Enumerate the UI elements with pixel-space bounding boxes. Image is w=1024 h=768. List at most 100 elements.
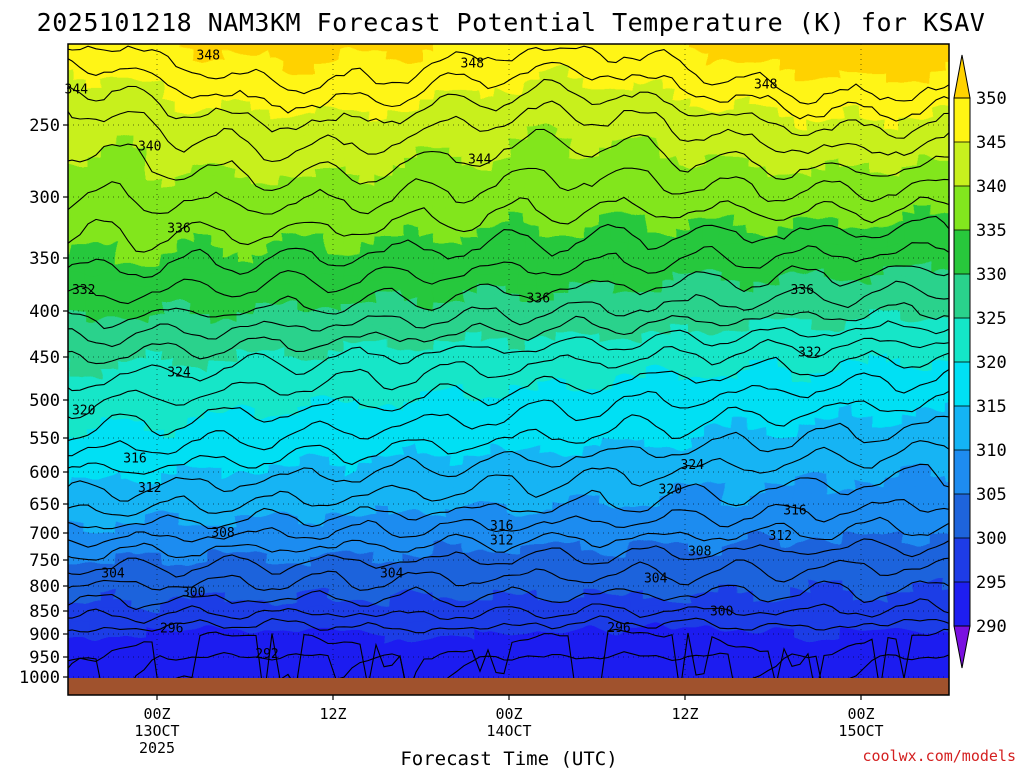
heatmap-cell xyxy=(297,359,314,371)
heatmap-cell xyxy=(719,427,736,438)
heatmap-cell xyxy=(780,70,797,82)
heatmap-cell xyxy=(599,263,616,274)
heatmap-cell xyxy=(493,282,510,294)
heatmap-cell xyxy=(689,388,706,400)
heatmap-cell xyxy=(116,620,133,631)
heatmap-cell xyxy=(568,253,585,265)
contour-label: 316 xyxy=(490,519,513,534)
heatmap-cell xyxy=(418,302,435,313)
heatmap-cell xyxy=(840,514,857,525)
heatmap-cell xyxy=(116,494,133,506)
heatmap-cell xyxy=(161,118,178,130)
heatmap-cell xyxy=(463,649,480,660)
heatmap-cell xyxy=(885,398,902,409)
heatmap-cell xyxy=(870,475,887,487)
heatmap-cell xyxy=(418,697,434,708)
heatmap-cell xyxy=(86,543,103,554)
heatmap-cell xyxy=(357,263,374,274)
heatmap-cell xyxy=(599,215,616,226)
heatmap-cell xyxy=(493,263,510,274)
heatmap-cell xyxy=(327,581,344,593)
heatmap-cell xyxy=(131,234,148,246)
heatmap-cell xyxy=(659,629,676,641)
heatmap-cell xyxy=(568,639,585,651)
heatmap-cell xyxy=(312,138,329,149)
heatmap-cell xyxy=(659,80,676,91)
heatmap-cell xyxy=(463,51,480,62)
heatmap-cell xyxy=(508,552,525,564)
heatmap-cell xyxy=(583,369,600,381)
heatmap-cell xyxy=(930,157,947,168)
heatmap-cell xyxy=(614,340,631,352)
heatmap-cell xyxy=(131,369,148,381)
heatmap-cell xyxy=(749,408,766,419)
heatmap-cell xyxy=(614,311,631,323)
heatmap-cell xyxy=(433,427,450,438)
heatmap-cell xyxy=(206,118,223,130)
heatmap-cell xyxy=(206,523,223,535)
heatmap-cell xyxy=(568,485,585,496)
heatmap-cell xyxy=(387,369,404,381)
heatmap-cell xyxy=(719,205,736,217)
heatmap-cell xyxy=(508,128,525,139)
heatmap-cell xyxy=(116,330,133,342)
heatmap-cell xyxy=(282,398,299,409)
heatmap-cell xyxy=(749,456,766,467)
heatmap-cell xyxy=(282,658,299,670)
heatmap-cell xyxy=(282,408,299,419)
heatmap-cell xyxy=(644,311,661,323)
heatmap-cell xyxy=(659,263,676,274)
colorbar-swatch xyxy=(954,494,970,539)
heatmap-cell xyxy=(538,465,555,477)
heatmap-cell xyxy=(463,600,480,612)
heatmap-cell xyxy=(312,417,329,429)
heatmap-cell xyxy=(764,427,781,438)
colorbar-label: 330 xyxy=(976,265,1007,285)
heatmap-cell xyxy=(146,350,163,361)
heatmap-cell xyxy=(176,649,193,660)
heatmap-cell xyxy=(418,44,435,53)
heatmap-cell xyxy=(342,350,359,361)
heatmap-cell xyxy=(538,330,555,342)
heatmap-cell xyxy=(674,215,691,226)
heatmap-cell xyxy=(945,195,949,207)
heatmap-cell xyxy=(402,446,419,458)
heatmap-cell xyxy=(689,263,706,274)
heatmap-cell xyxy=(493,581,510,593)
contour-line-300 xyxy=(68,580,949,611)
heatmap-cell xyxy=(86,600,103,612)
heatmap-cell xyxy=(508,465,525,477)
heatmap-cell xyxy=(734,167,751,178)
heatmap-cell xyxy=(191,128,208,139)
heatmap-cell xyxy=(780,350,797,361)
heatmap-cell xyxy=(387,494,404,506)
heatmap-cell xyxy=(629,205,646,217)
heatmap-cell xyxy=(840,572,857,583)
heatmap-cell xyxy=(478,600,495,612)
heatmap-cell xyxy=(463,437,480,448)
heatmap-cell xyxy=(372,340,389,352)
heatmap-cell xyxy=(71,591,88,602)
heatmap-cell xyxy=(508,543,525,554)
heatmap-cell xyxy=(583,543,600,554)
heatmap-cell xyxy=(68,504,73,516)
heatmap-cell xyxy=(885,99,902,111)
heatmap-cell xyxy=(493,437,510,448)
heatmap-cell xyxy=(704,494,721,506)
heatmap-cell xyxy=(523,446,540,458)
heatmap-cell xyxy=(870,369,887,381)
heatmap-cell xyxy=(312,514,329,525)
heatmap-cell xyxy=(810,408,827,419)
heatmap-cell xyxy=(704,581,721,593)
heatmap-cell xyxy=(116,504,133,516)
heatmap-cell xyxy=(689,44,706,53)
heatmap-cell xyxy=(206,475,223,487)
heatmap-cell xyxy=(689,446,706,458)
heatmap-cell xyxy=(402,302,419,313)
heatmap-cell xyxy=(493,359,510,371)
heatmap-cell xyxy=(282,263,299,274)
heatmap-cell xyxy=(448,504,465,516)
heatmap-cell xyxy=(252,629,269,641)
heatmap-cell xyxy=(870,379,887,390)
heatmap-cell xyxy=(357,494,374,506)
